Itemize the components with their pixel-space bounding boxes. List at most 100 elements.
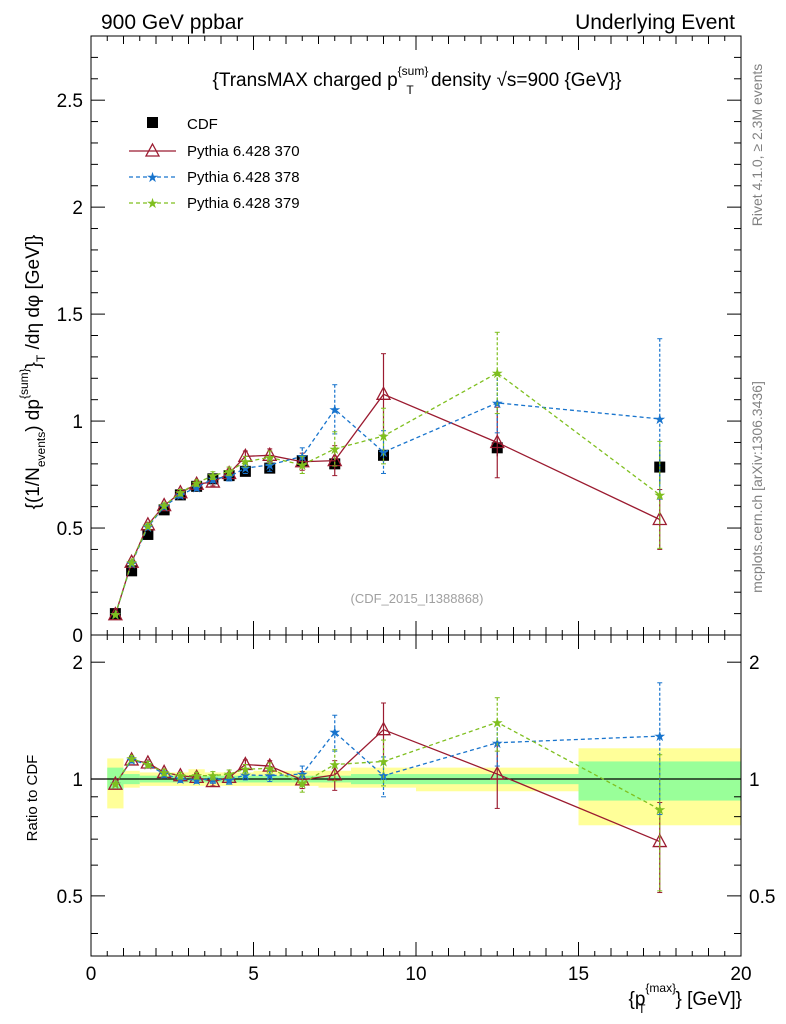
ratio-point-p370 <box>107 775 123 790</box>
main-line-p378 <box>114 402 660 615</box>
chart-title: {TransMAX charged p{sum} T density √s=900… <box>212 64 621 97</box>
ratio-point-p378: ★ <box>328 724 341 740</box>
header-left: 900 GeV ppbar <box>101 11 243 34</box>
main-point-p378: ★ <box>377 444 390 460</box>
x-tick-label: 0 <box>86 964 97 985</box>
ylabel-b-sup: {sum} <box>17 368 31 399</box>
main-point-p370 <box>189 475 205 490</box>
ratio-point-p370 <box>124 751 140 766</box>
ratio-point-p378: ★ <box>142 757 155 773</box>
main-point-p370 <box>652 511 668 526</box>
legend-marker-cdf <box>147 117 158 128</box>
legend-label-379: Pythia 6.428 379 <box>187 195 300 212</box>
x-tick-label: 10 <box>405 964 426 985</box>
main-point-p370 <box>107 606 123 621</box>
ylabel-c-sub: T <box>34 354 48 362</box>
legend-label-cdf: CDF <box>187 116 218 133</box>
y-axis-title: {(1/Nevents) dp{sum}}T /dη dφ [GeV]} <box>17 235 48 510</box>
x-tick-label: 20 <box>730 964 751 985</box>
main-point-p378: ★ <box>328 401 341 417</box>
ratio-point-p378: ★ <box>653 728 666 744</box>
main-point-cdf <box>239 465 251 477</box>
analysis-label: (CDF_2015_I1388868) <box>351 591 484 606</box>
main-point-p379: ★ <box>174 485 187 501</box>
ratio-y-tick-label-right: 0.5 <box>749 887 775 908</box>
ratio-y-tick-label: 0.5 <box>57 887 83 908</box>
main-point-p378: ★ <box>653 411 666 427</box>
main-point-p379: ★ <box>158 498 171 514</box>
main-point-cdf <box>158 504 170 516</box>
title-post: density √s=900 {GeV}} <box>426 70 622 91</box>
title-pre: {TransMAX charged p <box>212 70 397 91</box>
ratio-point-p379: ★ <box>207 768 220 784</box>
xlabel-sub: T <box>638 1002 646 1016</box>
main-point-p379: ★ <box>190 475 203 491</box>
main-point-p379: ★ <box>296 457 309 473</box>
mcplots-label: mcplots.cern.ch [arXiv:1306.3436] <box>749 381 765 593</box>
main-point-p379: ★ <box>109 607 122 623</box>
ratio-point-p379: ★ <box>142 757 155 773</box>
legend: CDF Pythia 6.428 370 ★ Pythia 6.428 378 … <box>129 116 300 212</box>
ratio-point-p379: ★ <box>190 768 203 784</box>
series-layer: ★★★★★ ★★ ★★ ★★★★★★★★★★★ ★ ★★ ★ ★★★★★★★ ★★ ★ ★ ★ ★ ★ ★★… <box>107 331 668 894</box>
main-point-p379: ★ <box>142 518 155 534</box>
legend-marker-379: ★ <box>146 195 159 211</box>
title-sub: T <box>406 83 414 97</box>
main-y-tick-label: 2 <box>72 198 83 219</box>
main-point-cdf <box>126 565 138 577</box>
x-tick-label: 5 <box>248 964 259 985</box>
header-right: Underlying Event <box>575 11 735 34</box>
ratio-point-p379: ★ <box>263 760 276 776</box>
x-axis-title: {p{max} T} [GeV]} <box>629 981 743 1016</box>
ratio-y-tick-label: 2 <box>72 653 83 674</box>
main-series-p379: ★★★★★★ ★ ★★ ★ ★★★★★ <box>109 331 666 623</box>
main-y-tick-label: 0.5 <box>57 519 83 540</box>
ylabel-a: {(1/N <box>23 467 44 509</box>
ratio-point-p370 <box>205 773 221 788</box>
ratio-point-p379: ★ <box>328 757 341 773</box>
x-tick-label: 15 <box>568 964 589 985</box>
main-point-p378: ★ <box>190 479 203 495</box>
ratio-point-p379: ★ <box>158 764 171 780</box>
main-y-tick-label: 1 <box>72 412 83 433</box>
ratio-point-p379: ★ <box>491 714 504 730</box>
ylabel-c: } <box>23 362 44 368</box>
ratio-point-p378: ★ <box>223 772 236 788</box>
ratio-point-p379: ★ <box>223 766 236 782</box>
ratio-point-p370 <box>375 721 392 736</box>
main-point-p379: ★ <box>653 487 666 503</box>
main-point-p378: ★ <box>125 555 138 571</box>
main-point-p379: ★ <box>377 428 390 444</box>
legend-marker-378: ★ <box>146 169 159 185</box>
ratio-line-p378 <box>114 731 660 785</box>
main-point-p378: ★ <box>239 460 252 476</box>
main-point-p379: ★ <box>207 468 220 484</box>
main-point-p379: ★ <box>263 449 276 465</box>
xlabel-post: } [GeV]} <box>675 989 742 1010</box>
ratio-point-p379: ★ <box>125 750 138 766</box>
ratio-series-p378: ★★★★★★★★★★★★★★★ <box>109 682 666 816</box>
ratio-point-p379: ★ <box>296 775 309 791</box>
main-point-p379: ★ <box>491 365 504 381</box>
rivet-version-label: Rivet 4.1.0, ≥ 2.3M events <box>749 64 765 227</box>
main-point-p370 <box>489 434 505 449</box>
ratio-point-p379: ★ <box>653 801 666 817</box>
legend-label-378: Pythia 6.428 378 <box>187 169 300 186</box>
main-point-p370 <box>156 497 172 512</box>
main-point-p379: ★ <box>239 454 252 470</box>
xlabel-sup: {max} <box>645 981 676 995</box>
ratio-point-p379: ★ <box>377 753 390 769</box>
main-point-p370 <box>124 553 140 568</box>
ratio-y-tick-label-right: 1 <box>749 770 760 791</box>
ratio-point-p378: ★ <box>296 766 309 782</box>
main-frame-layer: 0 0.5 1 1.5 2 2.5 <box>57 35 742 647</box>
main-y-tick-label: 1.5 <box>57 305 83 326</box>
ratio-frame-layer: 0 5 10 15 20 0.5 0.5 1 1 2 2 <box>57 634 775 985</box>
title-sup: {sum} <box>398 64 429 78</box>
main-point-p379: ★ <box>328 441 341 457</box>
main-point-p370 <box>375 385 392 400</box>
main-point-p378: ★ <box>158 499 171 515</box>
legend-marker-370 <box>144 142 161 157</box>
ratio-y-tick-label: 1 <box>72 770 83 791</box>
